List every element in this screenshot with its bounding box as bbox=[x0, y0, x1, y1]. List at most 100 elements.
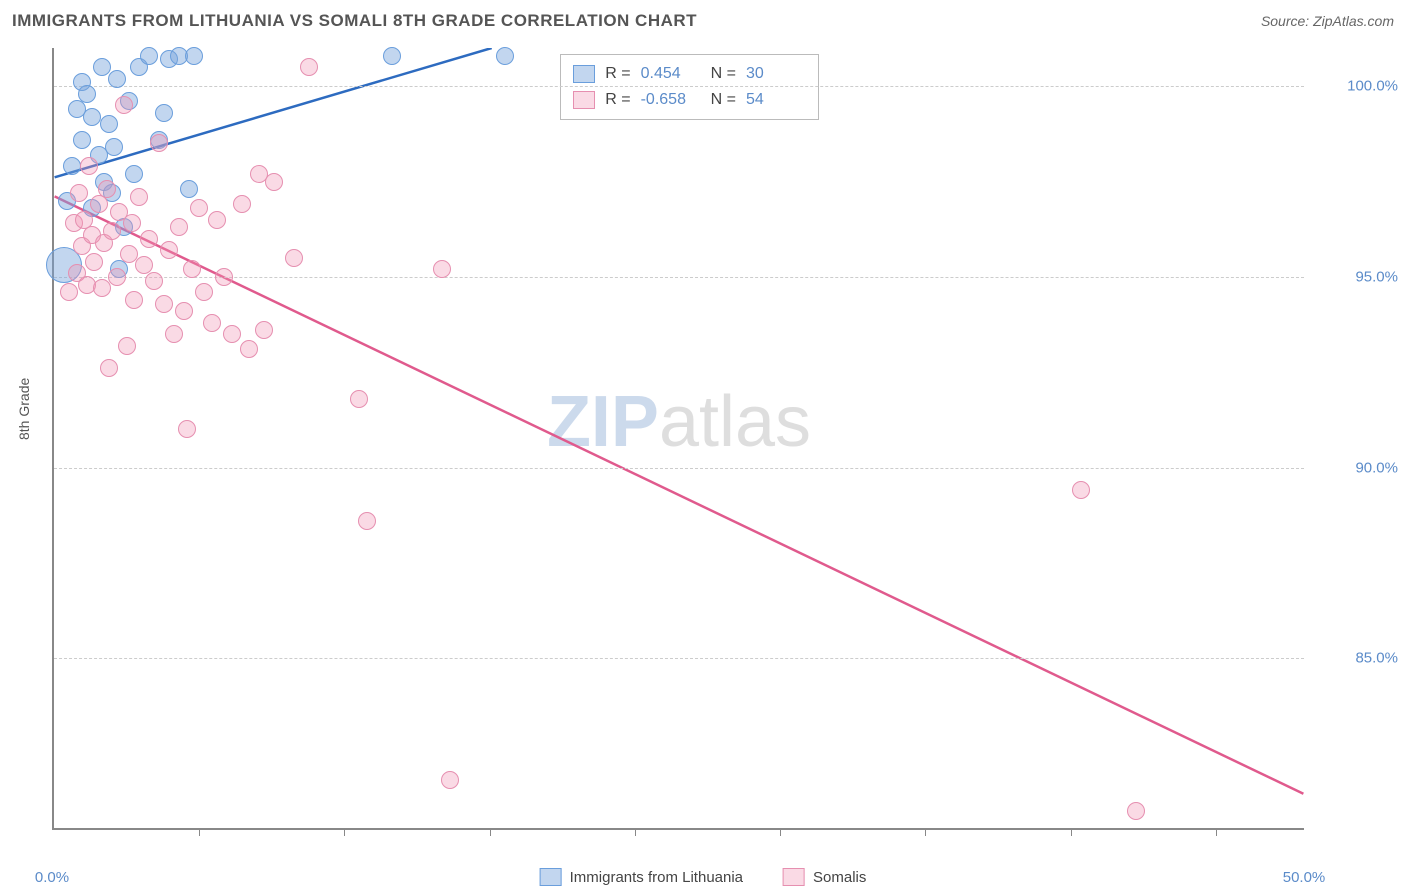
data-point bbox=[78, 85, 96, 103]
n-label: N = bbox=[711, 65, 736, 83]
data-point bbox=[100, 359, 118, 377]
data-point bbox=[255, 321, 273, 339]
data-point bbox=[350, 390, 368, 408]
data-point bbox=[285, 249, 303, 267]
r-label: R = bbox=[605, 65, 630, 83]
x-tick bbox=[1071, 828, 1072, 836]
data-point bbox=[85, 253, 103, 271]
data-point bbox=[208, 211, 226, 229]
data-point bbox=[170, 218, 188, 236]
data-point bbox=[108, 268, 126, 286]
data-point bbox=[1072, 481, 1090, 499]
legend-row: R = 0.454 N = 30 bbox=[573, 61, 806, 87]
data-point bbox=[93, 279, 111, 297]
data-point bbox=[108, 70, 126, 88]
watermark-suffix: atlas bbox=[659, 382, 811, 462]
data-point bbox=[73, 131, 91, 149]
trend-line bbox=[55, 196, 1304, 793]
data-point bbox=[80, 157, 98, 175]
data-point bbox=[125, 291, 143, 309]
data-point bbox=[165, 325, 183, 343]
x-tick bbox=[925, 828, 926, 836]
legend-swatch bbox=[540, 868, 562, 886]
r-label: R = bbox=[605, 91, 630, 109]
data-point bbox=[195, 283, 213, 301]
data-point bbox=[123, 214, 141, 232]
data-point bbox=[183, 260, 201, 278]
data-point bbox=[100, 115, 118, 133]
x-tick bbox=[344, 828, 345, 836]
data-point bbox=[155, 295, 173, 313]
legend-item: Immigrants from Lithuania bbox=[540, 868, 743, 886]
series-legend: Immigrants from Lithuania Somalis bbox=[540, 868, 867, 886]
y-tick-label: 95.0% bbox=[1355, 268, 1398, 285]
data-point bbox=[233, 195, 251, 213]
data-point bbox=[496, 47, 514, 65]
data-point bbox=[105, 138, 123, 156]
r-value: -0.658 bbox=[641, 91, 701, 109]
data-point bbox=[190, 199, 208, 217]
data-point bbox=[60, 283, 78, 301]
chart-header: IMMIGRANTS FROM LITHUANIA VS SOMALI 8TH … bbox=[0, 0, 1406, 42]
data-point bbox=[215, 268, 233, 286]
data-point bbox=[441, 771, 459, 789]
legend-label: Somalis bbox=[813, 869, 866, 886]
n-label: N = bbox=[711, 91, 736, 109]
gridline-h bbox=[54, 86, 1304, 87]
legend-item: Somalis bbox=[783, 868, 866, 886]
x-tick bbox=[780, 828, 781, 836]
legend-swatch bbox=[783, 868, 805, 886]
data-point bbox=[125, 165, 143, 183]
data-point bbox=[1127, 802, 1145, 820]
data-point bbox=[118, 337, 136, 355]
data-point bbox=[145, 272, 163, 290]
data-point bbox=[63, 157, 81, 175]
data-point bbox=[115, 96, 133, 114]
gridline-h bbox=[54, 658, 1304, 659]
legend-row: R = -0.658 N = 54 bbox=[573, 87, 806, 113]
legend-swatch bbox=[573, 91, 595, 109]
y-tick-label: 90.0% bbox=[1355, 459, 1398, 476]
data-point bbox=[150, 134, 168, 152]
data-point bbox=[83, 108, 101, 126]
x-tick-label: 50.0% bbox=[1283, 869, 1326, 886]
x-tick bbox=[1216, 828, 1217, 836]
data-point bbox=[140, 47, 158, 65]
data-point bbox=[140, 230, 158, 248]
y-axis-label: 8th Grade bbox=[16, 378, 32, 440]
n-value: 54 bbox=[746, 91, 806, 109]
data-point bbox=[240, 340, 258, 358]
data-point bbox=[223, 325, 241, 343]
data-point bbox=[160, 241, 178, 259]
source-label: Source: ZipAtlas.com bbox=[1261, 13, 1394, 29]
data-point bbox=[178, 420, 196, 438]
data-point bbox=[130, 188, 148, 206]
data-point bbox=[300, 58, 318, 76]
data-point bbox=[103, 222, 121, 240]
n-value: 30 bbox=[746, 65, 806, 83]
gridline-h bbox=[54, 277, 1304, 278]
watermark-prefix: ZIP bbox=[547, 382, 659, 462]
data-point bbox=[175, 302, 193, 320]
data-point bbox=[70, 184, 88, 202]
trend-lines bbox=[54, 48, 1304, 828]
x-tick bbox=[635, 828, 636, 836]
scatter-plot: ZIPatlas R = 0.454 N = 30 R = -0.658 N = 54 bbox=[52, 48, 1304, 830]
y-tick-label: 100.0% bbox=[1347, 78, 1398, 95]
data-point bbox=[358, 512, 376, 530]
r-value: 0.454 bbox=[641, 65, 701, 83]
data-point bbox=[265, 173, 283, 191]
data-point bbox=[185, 47, 203, 65]
chart-title: IMMIGRANTS FROM LITHUANIA VS SOMALI 8TH … bbox=[12, 11, 697, 31]
data-point bbox=[155, 104, 173, 122]
legend-swatch bbox=[573, 65, 595, 83]
data-point bbox=[203, 314, 221, 332]
data-point bbox=[180, 180, 198, 198]
data-point bbox=[98, 180, 116, 198]
data-point bbox=[383, 47, 401, 65]
x-tick bbox=[490, 828, 491, 836]
data-point bbox=[433, 260, 451, 278]
y-tick-label: 85.0% bbox=[1355, 650, 1398, 667]
gridline-h bbox=[54, 468, 1304, 469]
x-tick bbox=[199, 828, 200, 836]
